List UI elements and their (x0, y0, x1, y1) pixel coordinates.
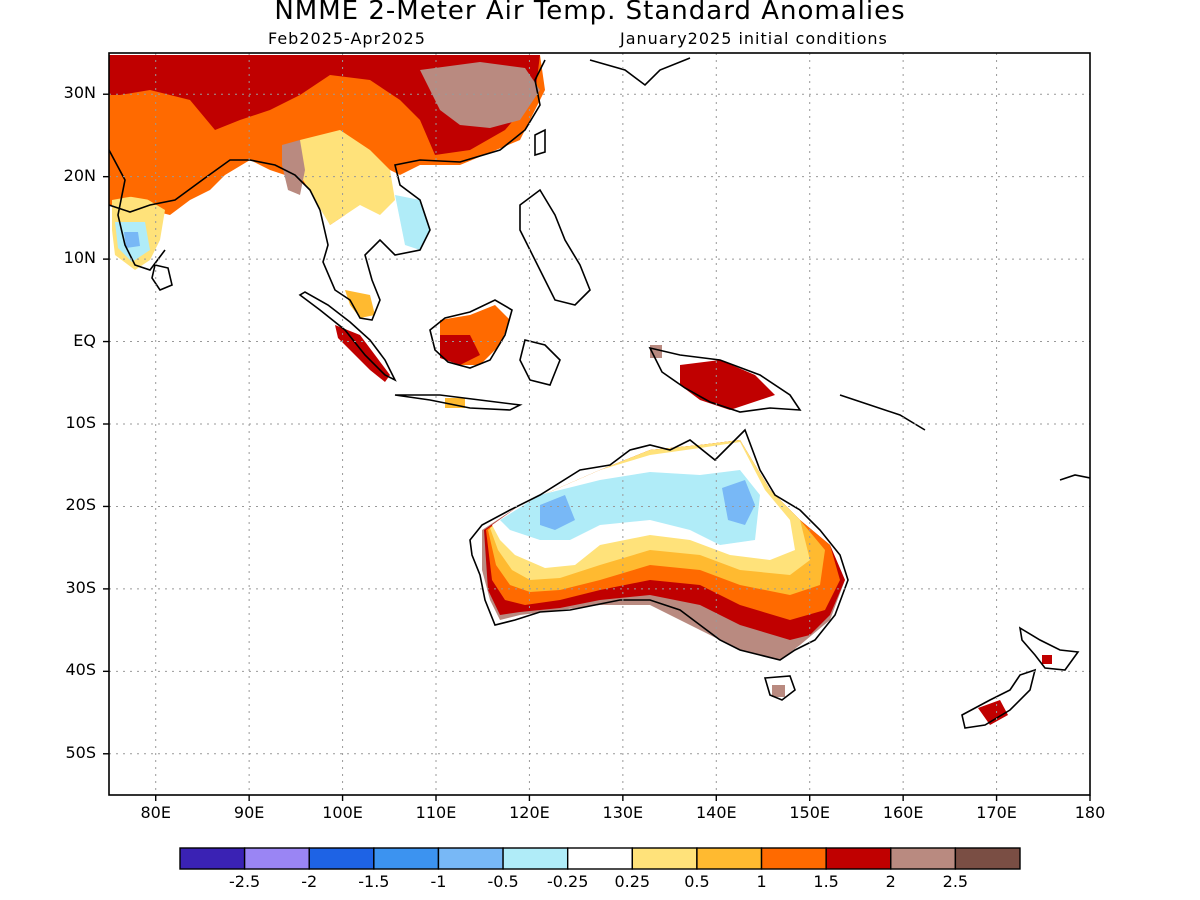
map-title: NMME 2-Meter Air Temp. Standard Anomalie… (274, 0, 906, 26)
borneo-coast (429, 299, 513, 369)
nz-anomaly-north (1042, 655, 1052, 664)
australia-anomaly-cyan (500, 470, 760, 545)
indochina-coast (319, 59, 546, 321)
india-west-coast (109, 149, 166, 271)
nz-north-coast (1018, 626, 1080, 671)
india-anomaly-blue (124, 232, 140, 248)
colorbar-tick-label: -0.25 (546, 872, 589, 891)
sumatra-anomaly (335, 325, 390, 382)
colorbar-swatch (308, 847, 375, 870)
lat-tick-label: 10N (63, 248, 96, 268)
axis-ticks (103, 93, 1091, 801)
tasmania-coast (763, 675, 796, 701)
lon-tick-label: 120E (509, 803, 550, 822)
india-coast (109, 159, 321, 213)
indochina-anomaly-yellow (300, 130, 395, 225)
indochina-anomaly-cyan (395, 195, 430, 250)
colorbar-swatch (243, 847, 310, 870)
colorbar-tick-label: -1.5 (358, 872, 390, 891)
colorbar (179, 847, 1021, 870)
lon-tick-label: 110E (415, 803, 457, 822)
lat-tick-label: 50S (65, 742, 96, 762)
australia-anomaly-blue-east (722, 480, 755, 525)
lat-tick-label: 20S (65, 495, 96, 515)
colorbar-swatch (696, 847, 763, 870)
colorbar-swatch (890, 847, 957, 870)
colorbar-swatch (631, 847, 698, 870)
colorbar-tick-label: 2 (885, 872, 896, 891)
initial-conditions: January2025 initial conditions (620, 29, 888, 48)
colorbar-swatch (502, 847, 569, 870)
australia-anomaly-blue-west (540, 495, 575, 530)
lon-tick-label: 100E (322, 803, 363, 822)
lon-tick-label: 170E (976, 803, 1017, 822)
gridlines (109, 53, 1090, 795)
japan-coast (589, 57, 691, 87)
india-anomaly-orange (109, 95, 230, 205)
colorbar-tick-label: -1 (430, 872, 447, 891)
lon-tick-label: 90E (233, 803, 265, 822)
philippines-coast (519, 188, 591, 306)
sulawesi-coast (519, 339, 561, 386)
lat-tick-label: 10S (65, 413, 96, 432)
colorbar-swatch (373, 847, 440, 870)
newguinea-anomaly-red (680, 360, 775, 410)
colorbar-tick-label: -2.5 (229, 872, 261, 891)
colorbar-tick-label: 0.5 (684, 872, 710, 891)
solomons-coast (839, 394, 926, 431)
lat-tick-label: 40S (65, 660, 96, 680)
colorbar-tick-label: -0.5 (487, 872, 519, 891)
colorbar-tick-label: 1 (756, 872, 767, 891)
lon-tick-label: 160E (882, 803, 924, 822)
colorbar-tick-label: 2.5 (942, 872, 969, 891)
colorbar-swatch (437, 847, 504, 870)
colorbar-swatch (825, 847, 892, 870)
lat-tick-label: 30N (63, 83, 96, 103)
lat-tick-label: 20N (63, 165, 96, 185)
srilanka-coast (151, 264, 173, 291)
colorbar-tick-label: 1.5 (813, 872, 839, 891)
forecast-period: Feb2025-Apr2025 (268, 29, 426, 48)
lat-tick-label: EQ (73, 330, 96, 350)
malaya-anomaly (345, 290, 375, 318)
australia-coast (469, 428, 849, 661)
myanmar-anomaly-brown (282, 140, 305, 195)
nz-anomaly-south (978, 700, 1008, 725)
colorbar-tick-label: 0.25 (614, 872, 651, 891)
fiji-coast (1059, 474, 1090, 481)
anomaly-fill-layer (109, 55, 1052, 725)
lon-tick-label: 80E (140, 803, 171, 822)
nz-south-coast (961, 668, 1037, 729)
sumatra-coast (298, 291, 397, 382)
lon-tick-label: 150E (789, 803, 831, 822)
asia-anomaly-brown (420, 62, 540, 128)
java-coast (394, 394, 523, 411)
tasmania-anomaly (772, 685, 785, 697)
lon-tick-label: 140E (695, 803, 737, 822)
taiwan-coast (534, 128, 546, 157)
lat-tick-label: 30S (65, 577, 96, 597)
lon-tick-label: 180 (1074, 803, 1106, 822)
colorbar-swatch (954, 847, 1021, 870)
colorbar-swatch (760, 847, 827, 870)
colorbar-swatch (179, 847, 246, 870)
colorbar-tick-label: -2 (301, 872, 318, 891)
borneo-anomaly-red (440, 335, 480, 365)
coastline-layer (109, 57, 1090, 729)
colorbar-swatch (566, 847, 634, 870)
lon-tick-label: 130E (602, 803, 644, 822)
newguinea-coast (648, 346, 802, 413)
